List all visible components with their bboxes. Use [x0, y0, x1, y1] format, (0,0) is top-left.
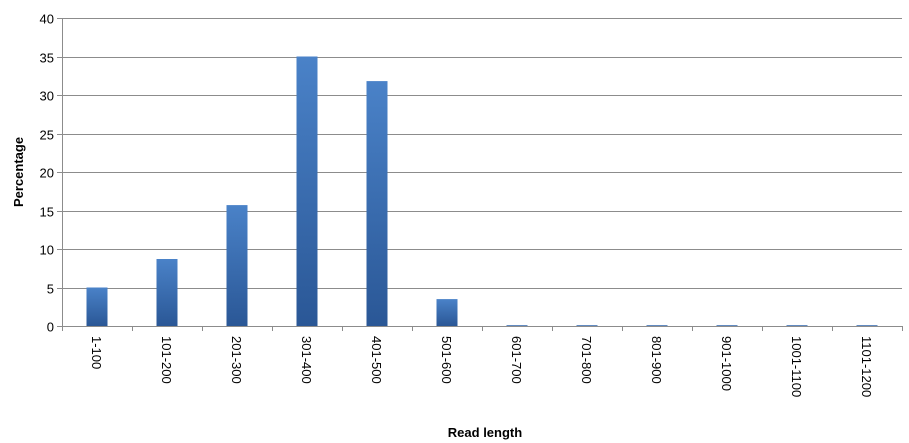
y-tick-label-0: 0 — [47, 320, 54, 335]
bar-701-800 — [576, 325, 598, 326]
bar-901-1000 — [716, 325, 738, 326]
x-axis-title: Read length — [448, 425, 522, 440]
y-axis-title: Percentage — [11, 137, 26, 207]
bar-1-100 — [86, 287, 108, 326]
x-tick-label-801-900: 801-900 — [649, 336, 664, 384]
y-tick-label-15: 15 — [40, 205, 54, 220]
y-tick-label-20: 20 — [40, 166, 54, 181]
bar-1001-1100 — [786, 325, 808, 326]
x-tick-label-901-1000: 901-1000 — [719, 336, 734, 391]
x-tick-label-701-800: 701-800 — [579, 336, 594, 384]
bar-601-700 — [506, 325, 528, 326]
bar-401-500 — [366, 81, 388, 326]
bar-501-600 — [436, 299, 458, 326]
bar-201-300 — [226, 205, 248, 326]
x-tick-label-1-100: 1-100 — [89, 336, 104, 369]
x-tick-label-401-500: 401-500 — [369, 336, 384, 384]
y-tick-label-5: 5 — [47, 282, 54, 297]
x-tick-label-101-200: 101-200 — [159, 336, 174, 384]
bar-301-400 — [296, 56, 318, 326]
x-tick-label-201-300: 201-300 — [229, 336, 244, 384]
y-tick-label-25: 25 — [40, 128, 54, 143]
bar-1101-1200 — [856, 325, 878, 326]
y-tick-label-40: 40 — [40, 12, 54, 27]
x-tick-label-1001-1100: 1001-1100 — [789, 336, 804, 397]
x-axis-ticks: 1-100 101-200 201-300 301-400 401-500 501-600… — [62, 326, 903, 397]
x-tick-label-501-600: 501-600 — [439, 336, 454, 384]
bars — [86, 56, 878, 326]
x-tick-label-601-700: 601-700 — [509, 336, 524, 384]
y-axis-ticks: 0 5 10 15 20 25 30 35 40 — [40, 12, 62, 335]
y-tick-label-35: 35 — [40, 51, 54, 66]
bar-101-200 — [156, 259, 178, 326]
x-tick-label-1101-1200: 1101-1200 — [859, 336, 874, 397]
y-tick-label-10: 10 — [40, 243, 54, 258]
bar-801-900 — [646, 325, 668, 326]
x-tick-label-301-400: 301-400 — [299, 336, 314, 384]
y-tick-label-30: 30 — [40, 89, 54, 104]
gridlines — [62, 18, 902, 289]
